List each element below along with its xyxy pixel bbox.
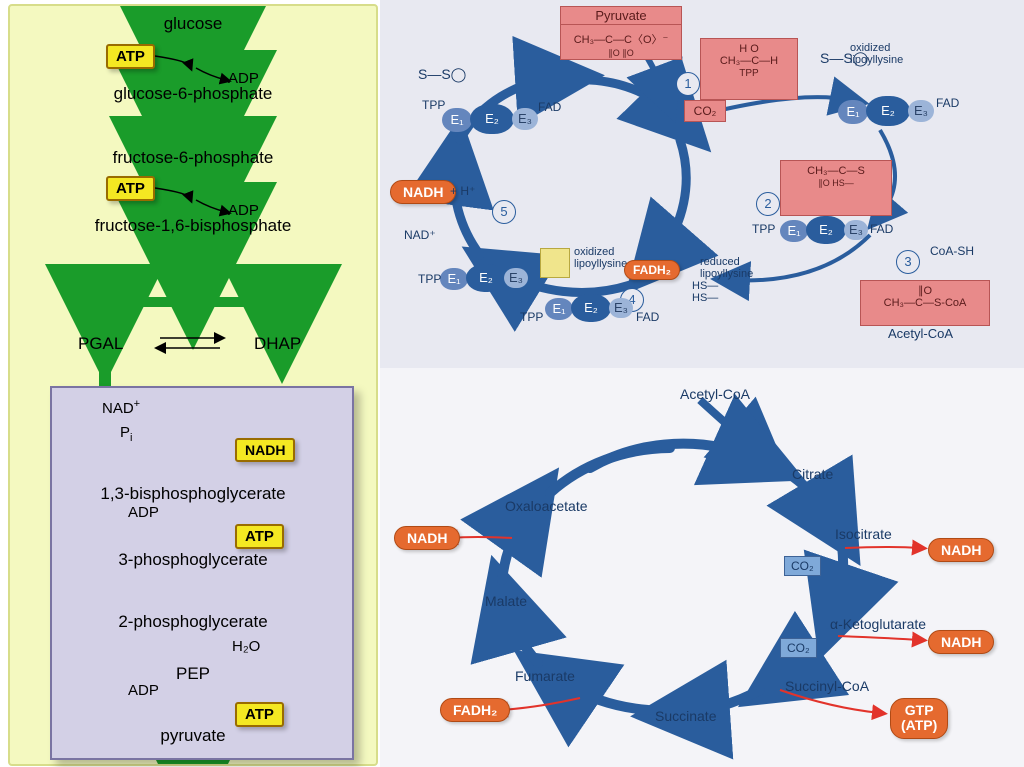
label-pgal: PGAL bbox=[78, 334, 123, 354]
e2-d: E₂ bbox=[571, 294, 611, 322]
label-dhap: DHAP bbox=[254, 334, 301, 354]
tca-cycle-diagram: Acetyl-CoA Citrate Isocitrate α-Ketoglut… bbox=[380, 368, 1024, 767]
nad-label: NAD⁺ bbox=[404, 228, 436, 242]
hs1: HS—HS— bbox=[692, 280, 718, 304]
lipo-box bbox=[540, 248, 570, 278]
e1-a: E₁ bbox=[442, 108, 472, 132]
tca-fadh2: FADH₂ bbox=[440, 698, 510, 722]
e3-d: E₃ bbox=[609, 298, 633, 318]
step-5: 5 bbox=[492, 200, 516, 224]
fad-c: FAD bbox=[870, 222, 893, 236]
coash-label: CoA-SH bbox=[930, 244, 974, 258]
tca-fumarate: Fumarate bbox=[515, 668, 575, 684]
e2-a: E₂ bbox=[470, 104, 514, 134]
tca-succinate: Succinate bbox=[655, 708, 716, 724]
tca-akg: α-Ketoglutarate bbox=[830, 616, 926, 632]
label-bpg: 1,3-bisphosphoglycerate bbox=[10, 484, 376, 504]
fad-b: FAD bbox=[936, 96, 959, 110]
hplus: + H⁺ bbox=[450, 184, 475, 198]
tca-co2-1: CO₂ bbox=[784, 556, 821, 576]
fad-a: FAD bbox=[538, 100, 561, 114]
nad-label: NAD+ bbox=[102, 398, 140, 417]
adp-2: ADP bbox=[228, 202, 259, 219]
nadh-pill: NADH bbox=[390, 180, 456, 204]
tca-citrate: Citrate bbox=[792, 466, 833, 482]
label-pg2: 2-phosphoglycerate bbox=[10, 612, 376, 632]
red-lipo-label: reduced lipoyllysine bbox=[700, 256, 753, 280]
atp-box-1: ATP bbox=[106, 44, 155, 69]
label-g6p: glucose-6-phosphate bbox=[10, 84, 376, 104]
step-3: 3 bbox=[896, 250, 920, 274]
tca-nadh-2: NADH bbox=[928, 630, 994, 654]
e2-b: E₂ bbox=[866, 96, 910, 126]
e3-a: E₃ bbox=[512, 108, 538, 130]
e1-b: E₁ bbox=[838, 100, 868, 124]
nadh-box: NADH bbox=[235, 438, 295, 462]
e3-b: E₃ bbox=[908, 100, 934, 122]
e1-e: E₁ bbox=[440, 268, 468, 290]
e1-c: E₁ bbox=[780, 220, 808, 242]
label-pg3: 3-phosphoglycerate bbox=[10, 550, 376, 570]
adp-1: ADP bbox=[228, 70, 259, 87]
atp-box-4: ATP bbox=[235, 702, 284, 727]
tca-gtp: GTP (ATP) bbox=[890, 698, 948, 739]
pyruvate-title: Pyruvate bbox=[561, 7, 681, 25]
label-glucose: glucose bbox=[10, 14, 376, 34]
co2-box: CO₂ bbox=[684, 100, 726, 122]
label-pep: PEP bbox=[10, 664, 376, 684]
label-f6p: fructose-6-phosphate bbox=[10, 148, 376, 168]
tca-acetylcoa: Acetyl-CoA bbox=[680, 386, 750, 402]
acetylcoa-label: Acetyl-CoA bbox=[888, 326, 953, 341]
tca-isocitrate: Isocitrate bbox=[835, 526, 892, 542]
ss-a: S—S◯ bbox=[418, 66, 466, 83]
glycolysis-phase2-box bbox=[50, 386, 354, 760]
intermediate2-box: CH₃—C—S∥O HS— bbox=[780, 160, 892, 216]
step-1: 1 bbox=[676, 72, 700, 96]
adp-3: ADP bbox=[128, 504, 159, 521]
fadh2-pill: FADH₂ bbox=[624, 260, 680, 280]
tpp-e: TPP bbox=[418, 272, 441, 286]
tca-succinylcoa: Succinyl-CoA bbox=[785, 678, 869, 694]
intermediate1-box: H OCH₃—C—HTPP bbox=[700, 38, 798, 100]
e3-c: E₃ bbox=[844, 220, 868, 240]
pyruvate-box: Pyruvate CH₃—C—C〈O〉⁻∥O ∥O bbox=[560, 6, 682, 60]
label-f16bp: fructose-1,6-bisphosphate bbox=[10, 216, 376, 236]
glycolysis-diagram: glucose glucose-6-phosphate fructose-6-p… bbox=[8, 4, 378, 766]
label-pyruvate: pyruvate bbox=[10, 726, 376, 746]
pi-label: Pi bbox=[120, 424, 132, 444]
atp-box-2: ATP bbox=[106, 176, 155, 201]
tpp-d: TPP bbox=[520, 310, 543, 324]
tpp-c: TPP bbox=[752, 222, 775, 236]
ox-lipo-label: oxidized lipoyllysine bbox=[574, 246, 627, 270]
e3-e: E₃ bbox=[504, 268, 528, 288]
tca-malate: Malate bbox=[485, 593, 527, 609]
ss-ring: S—S◯ bbox=[820, 50, 868, 67]
tca-oxaloacetate: Oxaloacetate bbox=[505, 498, 588, 514]
atp-box-3: ATP bbox=[235, 524, 284, 549]
e2-e: E₂ bbox=[466, 264, 506, 292]
acetylcoa-box: ∥OCH₃—C—S-CoA bbox=[860, 280, 990, 326]
adp-4: ADP bbox=[128, 682, 159, 699]
tpp-a: TPP bbox=[422, 98, 445, 112]
fad-d: FAD bbox=[636, 310, 659, 324]
h2o-label: H₂O bbox=[232, 638, 260, 655]
tca-nadh-1: NADH bbox=[928, 538, 994, 562]
e1-d: E₁ bbox=[545, 298, 573, 320]
pdh-cycle-diagram: Pyruvate CH₃—C—C〈O〉⁻∥O ∥O H OCH₃—C—HTPP … bbox=[380, 0, 1024, 368]
e2-c: E₂ bbox=[806, 216, 846, 244]
step-2: 2 bbox=[756, 192, 780, 216]
tca-co2-2: CO₂ bbox=[780, 638, 817, 658]
tca-nadh-3: NADH bbox=[394, 526, 460, 550]
